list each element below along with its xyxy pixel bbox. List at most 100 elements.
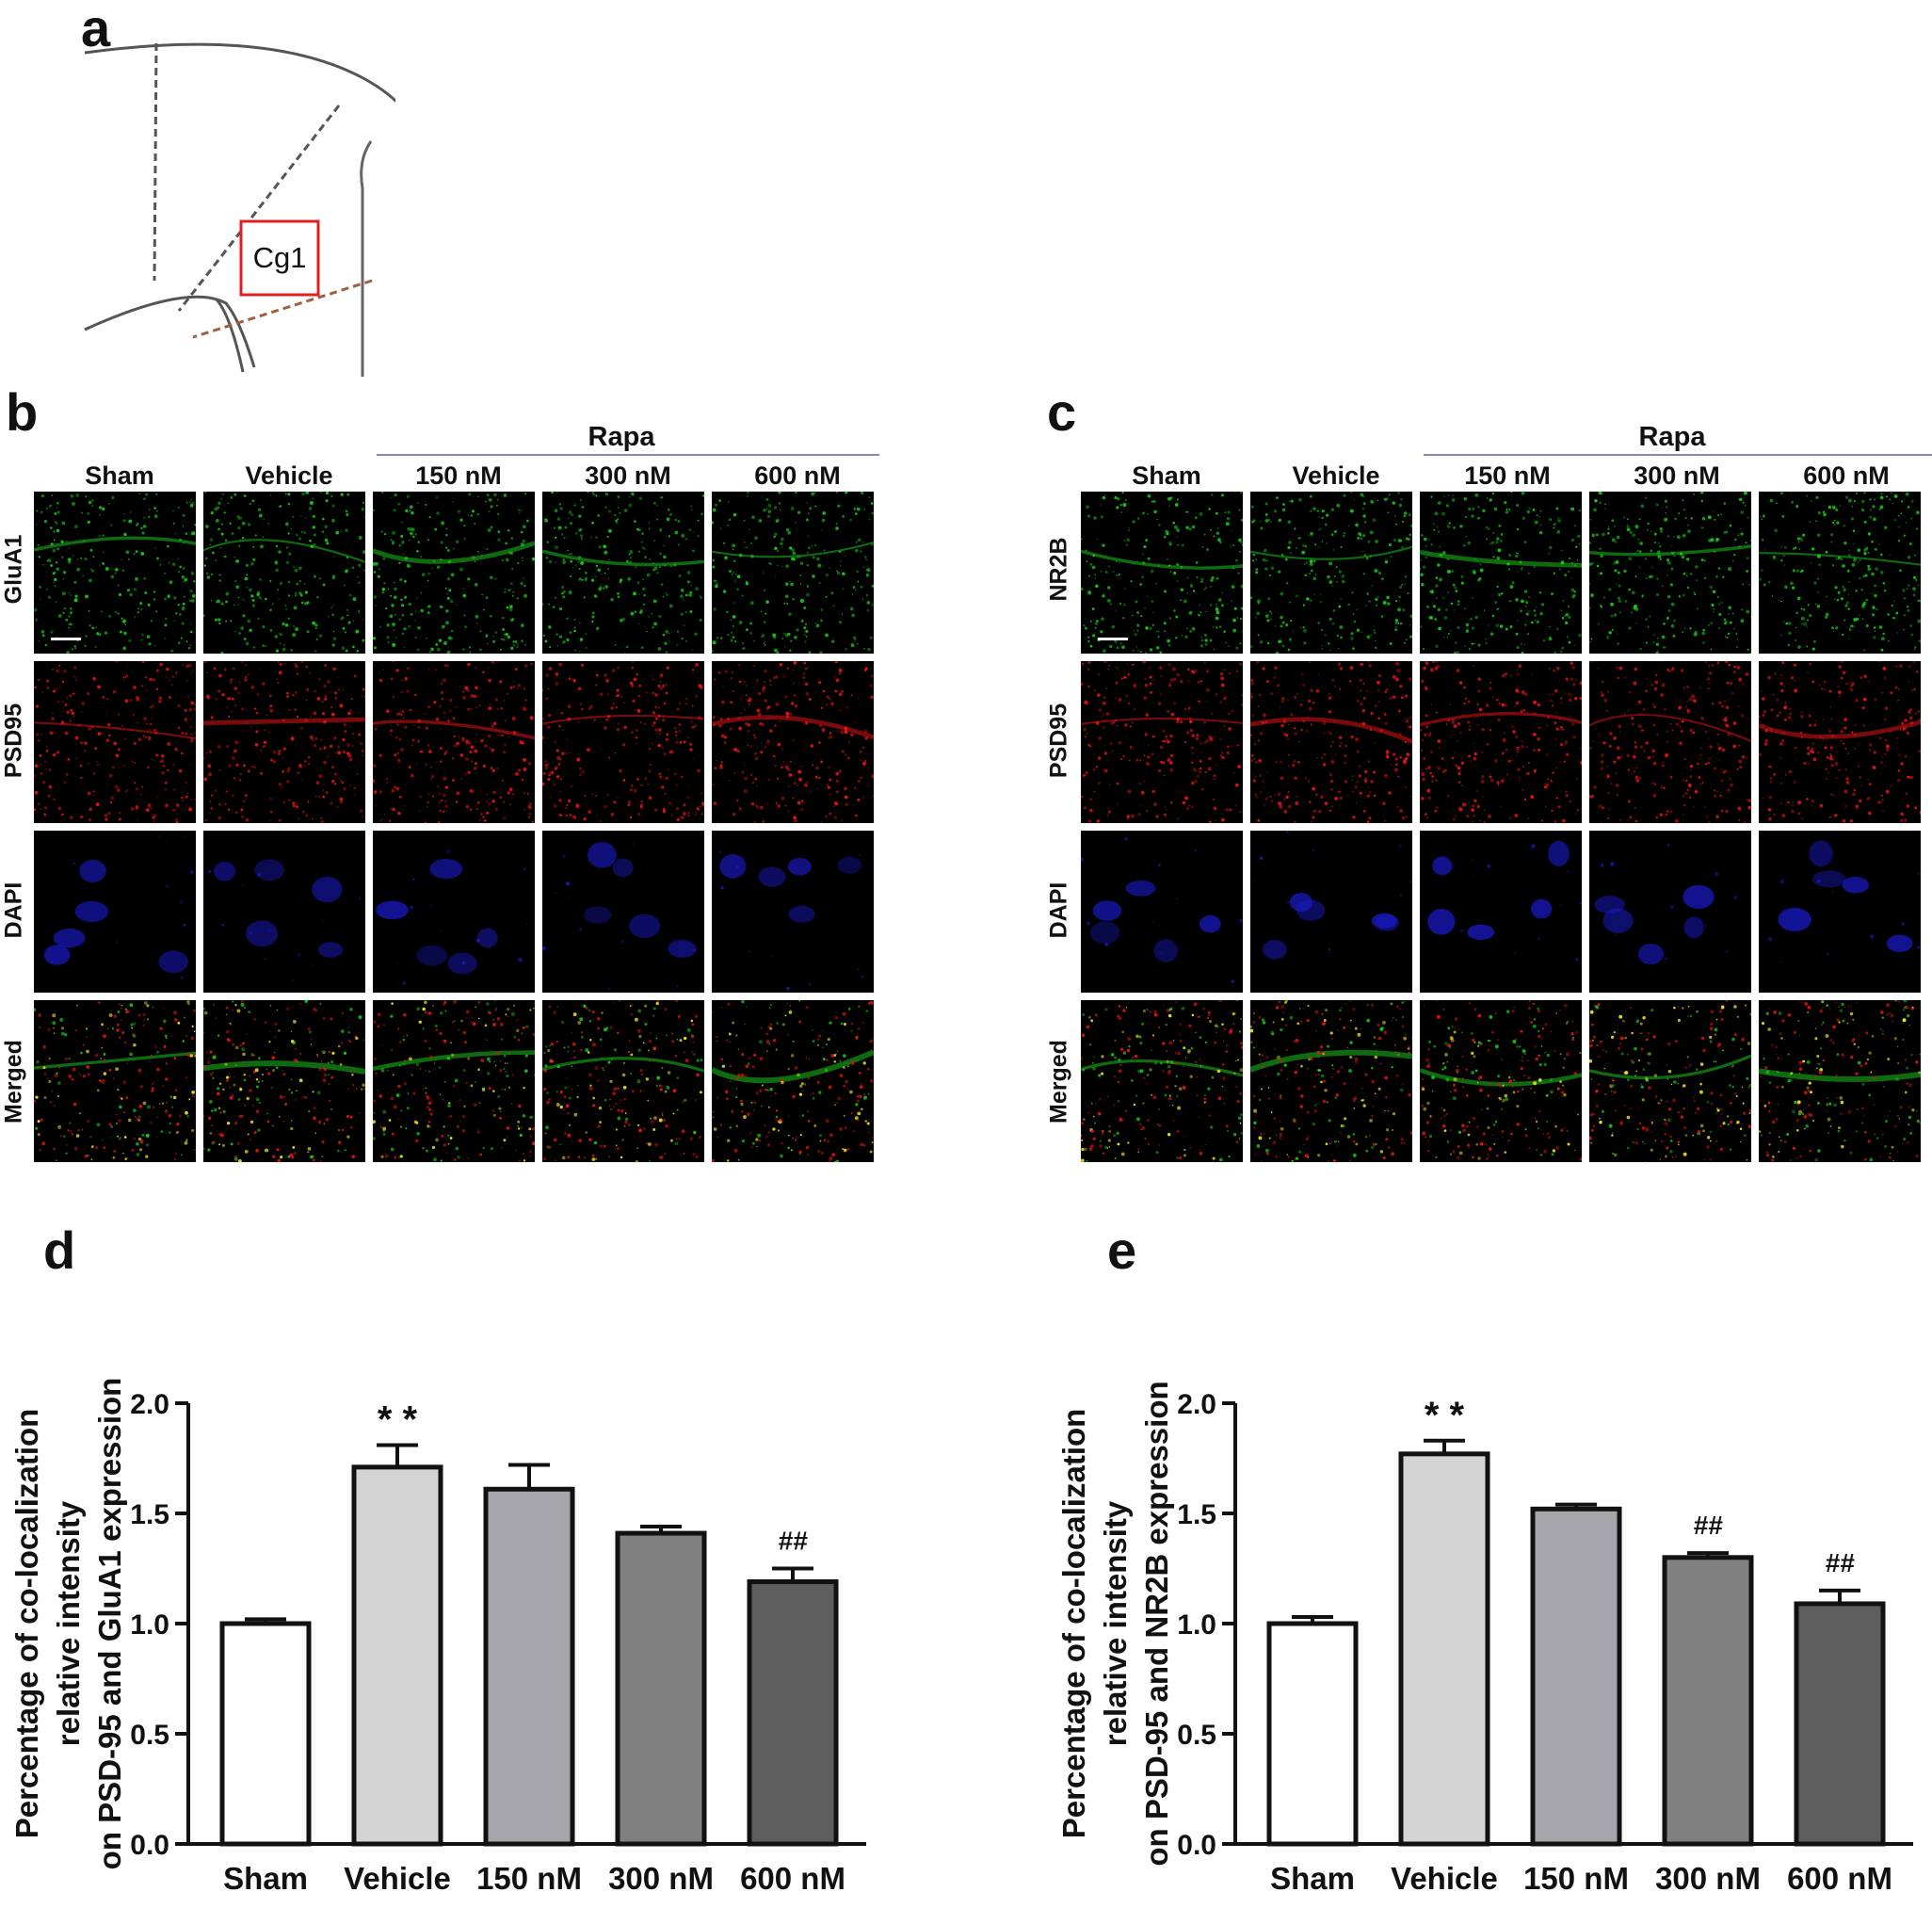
y-axis-label-line-3: on PSD-95 and NR2B expression	[1139, 1381, 1174, 1866]
panel-b-row-psd95: PSD95	[0, 703, 27, 779]
panel-c-row-psd95: PSD95	[1045, 703, 1072, 779]
panel-letter-c: c	[1047, 382, 1077, 442]
micrograph-merged-300-nm	[1589, 1000, 1751, 1162]
schematic-dashed-2	[177, 105, 341, 312]
panel-letter-e: e	[1107, 1221, 1137, 1280]
panel-c-col-150: 150 nM	[1464, 461, 1551, 490]
panel-c-row-nr2b: NR2B	[1045, 537, 1072, 602]
schematic-dashed-1	[153, 42, 158, 282]
micrograph-psd95-300-nm	[542, 661, 704, 823]
y-tick-label: 0.5	[1177, 1720, 1216, 1751]
y-tick-label: 2.0	[1177, 1389, 1216, 1420]
y-tick-label: 1.5	[130, 1499, 169, 1530]
micrograph-dapi-sham	[34, 831, 196, 993]
bar-600-nm	[1794, 1601, 1886, 1847]
y-axis-label-line-2: relative intensity	[1098, 1500, 1133, 1746]
micrograph-merged-sham	[1081, 1000, 1243, 1162]
schematic-cortex-outline	[84, 42, 395, 104]
bar-300-nm	[615, 1530, 707, 1847]
y-tick-label: 0.0	[1177, 1830, 1216, 1861]
y-axis-label-line-1: Percentage of co-localization	[9, 1409, 44, 1839]
micrograph-merged-sham	[34, 1000, 196, 1162]
micrograph-dapi-300-nm	[542, 831, 704, 993]
panel-letter-b: b	[6, 382, 39, 442]
panel-b-rapa-label: Rapa	[588, 422, 655, 452]
significance-annotation-2: * *	[1425, 1395, 1465, 1436]
x-tick-label-5: 600 nM	[1787, 1861, 1892, 1896]
x-tick-label-4: 300 nM	[608, 1861, 714, 1896]
panel-c-col-300: 300 nM	[1634, 461, 1720, 490]
micrograph-dapi-vehicle	[1250, 831, 1412, 993]
significance-annotation-5: ##	[778, 1527, 808, 1556]
micrograph-psd95-sham	[1081, 661, 1243, 823]
micrograph-nr2b-vehicle	[1250, 492, 1412, 654]
bar-300-nm	[1662, 1555, 1754, 1847]
bar-150-nm	[483, 1486, 575, 1847]
bar-600-nm	[747, 1579, 839, 1847]
micrograph-psd95-600-nm	[712, 661, 874, 823]
cg1-region-box	[239, 219, 320, 297]
micrograph-nr2b-150-nm	[1420, 492, 1582, 654]
micrograph-dapi-600-nm	[712, 831, 874, 993]
bar-150-nm	[1530, 1506, 1622, 1847]
y-axis-label-line-1: Percentage of co-localization	[1056, 1409, 1091, 1839]
panel-c-col-sham: Sham	[1132, 461, 1201, 490]
x-tick-label-4: 300 nM	[1655, 1861, 1761, 1896]
significance-annotation-4: ##	[1693, 1511, 1723, 1540]
panel-b-rapa-line	[377, 454, 879, 456]
panel-b-col-sham: Sham	[85, 461, 154, 490]
x-tick-label-1: Sham	[1270, 1861, 1355, 1896]
panel-c-col-vehicle: Vehicle	[1292, 461, 1380, 490]
micrograph-nr2b-sham	[1081, 492, 1243, 654]
bar-chart-d: Percentage of co-localization relative in…	[9, 1378, 866, 1896]
micrograph-nr2b-600-nm	[1759, 492, 1921, 654]
x-tick-label-3: 150 nM	[1523, 1861, 1629, 1896]
micrograph-merged-600-nm	[1759, 1000, 1921, 1162]
micrograph-psd95-sham	[34, 661, 196, 823]
panel-b-row-glua1: GluA1	[0, 534, 27, 605]
y-tick-label: 1.5	[1177, 1499, 1216, 1530]
bar-chart-e: Percentage of co-localization relative in…	[1056, 1381, 1913, 1896]
x-tick-label-5: 600 nM	[740, 1861, 845, 1896]
x-tick-label-2: Vehicle	[1391, 1861, 1498, 1896]
bar-vehicle	[1398, 1451, 1490, 1847]
micrograph-dapi-sham	[1081, 831, 1243, 993]
micrograph-merged-150-nm	[373, 1000, 535, 1162]
y-axis-label-line-3: on PSD-95 and GluA1 expression	[92, 1378, 127, 1870]
bar-vehicle	[351, 1464, 443, 1847]
micrograph-glua1-150-nm	[373, 492, 535, 654]
panel-c-row-dapi: DAPI	[1045, 881, 1072, 939]
bar-sham	[1266, 1621, 1359, 1847]
y-tick-label: 0.5	[130, 1720, 169, 1751]
micrograph-merged-vehicle	[1250, 1000, 1412, 1162]
micrograph-psd95-150-nm	[373, 661, 535, 823]
y-tick-label: 1.0	[1177, 1609, 1216, 1641]
significance-annotation-5: ##	[1825, 1548, 1855, 1577]
schematic-corpus-callosum	[84, 295, 256, 368]
micrograph-dapi-150-nm	[373, 831, 535, 993]
schematic-midline	[360, 140, 373, 377]
micrograph-merged-600-nm	[712, 1000, 874, 1162]
panel-b-col-150: 150 nM	[415, 461, 502, 490]
y-axis-label-line-2: relative intensity	[51, 1500, 86, 1746]
panel-b-col-600: 600 nM	[754, 461, 841, 490]
brain-schematic: Cg1	[84, 42, 395, 377]
micrograph-glua1-sham	[34, 492, 196, 654]
scale-bar	[51, 638, 81, 640]
x-tick-label-3: 150 nM	[476, 1861, 582, 1896]
x-tick-label-2: Vehicle	[344, 1861, 451, 1896]
micrograph-glua1-300-nm	[542, 492, 704, 654]
y-tick-label: 2.0	[130, 1389, 169, 1420]
scale-bar	[1098, 638, 1128, 640]
micrograph-psd95-vehicle	[1250, 661, 1412, 823]
micrograph-glua1-vehicle	[203, 492, 365, 654]
x-tick-label-1: Sham	[223, 1861, 308, 1896]
micrograph-psd95-300-nm	[1589, 661, 1751, 823]
micrograph-merged-vehicle	[203, 1000, 365, 1162]
micrograph-merged-150-nm	[1420, 1000, 1582, 1162]
panel-b-row-dapi: DAPI	[0, 881, 27, 939]
y-tick-label: 0.0	[130, 1830, 169, 1861]
schematic-dashed-3	[192, 279, 373, 339]
significance-annotation-2: * *	[378, 1399, 418, 1440]
micrograph-dapi-150-nm	[1420, 831, 1582, 993]
